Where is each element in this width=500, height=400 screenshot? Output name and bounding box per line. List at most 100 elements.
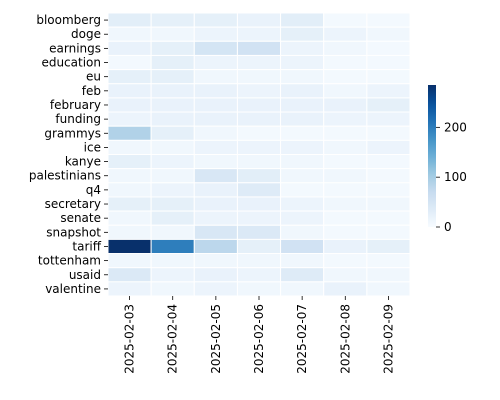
heatmap-cell [366, 238, 411, 255]
heatmap-cell [280, 54, 325, 71]
heatmap-cell [236, 281, 282, 297]
heatmap-cell [107, 267, 152, 283]
x-tick-label: 2025-02-03 [123, 304, 137, 374]
heatmap-cell [150, 281, 195, 297]
heatmap-cell [236, 83, 282, 99]
heatmap-cell [107, 154, 152, 170]
heatmap-cell [193, 210, 238, 226]
heatmap-cell [323, 83, 368, 99]
heatmap-cell [150, 69, 195, 85]
y-tick-label: february [50, 98, 101, 112]
heatmap-cell [366, 40, 411, 56]
heatmap-cell [236, 210, 282, 226]
heatmap-cell [107, 224, 152, 240]
heatmap-cell [323, 54, 368, 71]
y-tick-label: eu [86, 70, 101, 84]
heatmap-cell [107, 83, 152, 99]
heatmap-cell [280, 281, 325, 297]
y-tick-labels: bloombergdogeearningseducationeufebfebru… [29, 13, 108, 296]
heatmap-cell [280, 196, 325, 212]
heatmap-cell [280, 224, 325, 240]
heatmap-cell [150, 83, 195, 99]
heatmap-cell [150, 267, 195, 283]
heatmap-cell [150, 182, 195, 198]
y-tick-label: feb [82, 84, 101, 98]
heatmap-cells [107, 12, 411, 297]
x-tick-label: 2025-02-04 [166, 304, 180, 374]
heatmap-cell [236, 40, 282, 56]
heatmap-cell [193, 125, 238, 141]
heatmap-cell [150, 54, 195, 71]
heatmap-cell [236, 26, 282, 42]
heatmap-cell [150, 253, 195, 269]
colorbar-ticks: 0 100 200 [436, 120, 467, 234]
heatmap-cell [150, 12, 195, 28]
y-tick-label: kanye [65, 155, 101, 169]
heatmap-cell [280, 168, 325, 184]
heatmap-cell [193, 139, 238, 156]
heatmap-cell [236, 139, 282, 156]
heatmap-cell [150, 40, 195, 56]
heatmap-cell [323, 168, 368, 184]
heatmap-cell [193, 238, 238, 255]
heatmap-cell [236, 224, 282, 240]
heatmap-cell [150, 196, 195, 212]
heatmap-cell [107, 238, 152, 255]
heatmap-cell [107, 210, 152, 226]
colorbar-tick-label: 100 [444, 170, 467, 184]
heatmap-cell [150, 238, 195, 255]
heatmap-cell [150, 26, 195, 42]
heatmap-cell [107, 40, 152, 56]
colorbar [428, 85, 436, 227]
heatmap-cell [280, 210, 325, 226]
heatmap-cell [280, 12, 325, 28]
colorbar-tick-label: 200 [444, 120, 467, 134]
x-tick-label: 2025-02-07 [295, 304, 309, 374]
heatmap-cell [280, 69, 325, 85]
heatmap-cell [150, 210, 195, 226]
heatmap-cell [280, 139, 325, 156]
heatmap-cell [366, 97, 411, 113]
heatmap-cell [323, 12, 368, 28]
heatmap-cell [107, 168, 152, 184]
heatmap-cell [323, 281, 368, 297]
heatmap-cell [150, 154, 195, 170]
heatmap-cell [193, 40, 238, 56]
heatmap-cell [280, 111, 325, 127]
heatmap-cell [323, 154, 368, 170]
heatmap-cell [323, 26, 368, 42]
heatmap-cell [323, 267, 368, 283]
heatmap-cell [280, 238, 325, 255]
heatmap-cell [193, 12, 238, 28]
heatmap-cell [193, 182, 238, 198]
heatmap-cell [366, 12, 411, 28]
heatmap-cell [366, 125, 411, 141]
colorbar-tick-label: 0 [444, 220, 452, 234]
heatmap-cell [193, 267, 238, 283]
heatmap-cell [323, 111, 368, 127]
heatmap-cell [366, 210, 411, 226]
heatmap-cell [323, 97, 368, 113]
heatmap-cell [150, 125, 195, 141]
heatmap-cell [193, 154, 238, 170]
y-tick-label: funding [55, 112, 101, 126]
heatmap-cell [366, 281, 411, 297]
heatmap-cell [323, 139, 368, 156]
heatmap-cell [236, 97, 282, 113]
heatmap-cell [236, 12, 282, 28]
y-tick-label: doge [71, 27, 101, 41]
heatmap-cell [323, 224, 368, 240]
heatmap-cell [107, 54, 152, 71]
heatmap-cell [280, 40, 325, 56]
heatmap-cell [193, 97, 238, 113]
heatmap-cell [193, 83, 238, 99]
heatmap-cell [323, 40, 368, 56]
heatmap-cell [107, 281, 152, 297]
heatmap-cell [366, 196, 411, 212]
heatmap-cell [107, 125, 152, 141]
y-tick-label: palestinians [29, 169, 101, 183]
heatmap-cell [323, 196, 368, 212]
heatmap-cell [280, 125, 325, 141]
heatmap-cell [236, 69, 282, 85]
heatmap-cell [236, 253, 282, 269]
